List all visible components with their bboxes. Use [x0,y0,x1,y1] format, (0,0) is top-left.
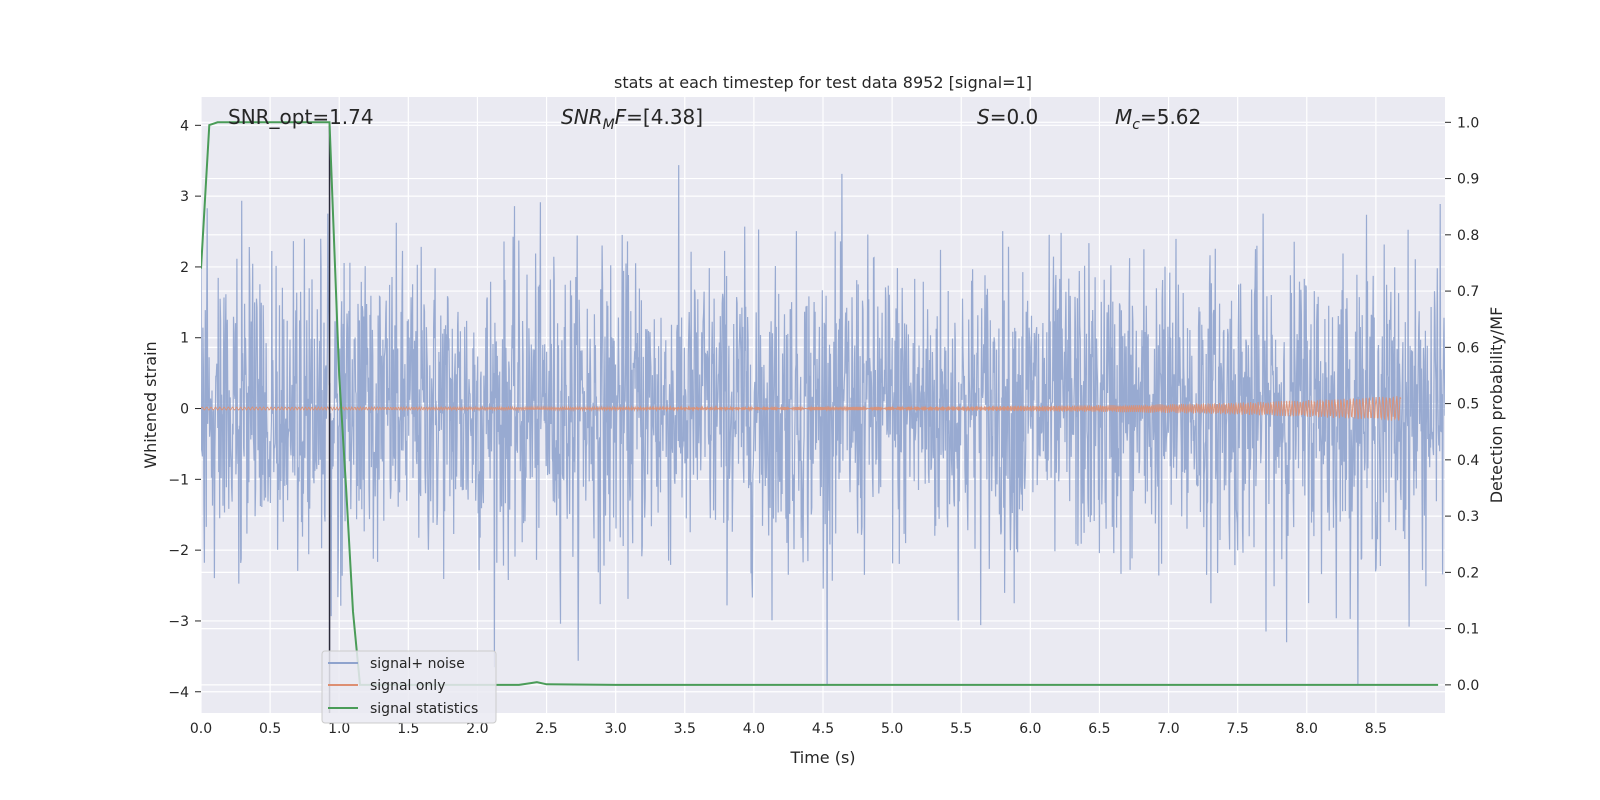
y-right-tick-label: 0.8 [1457,228,1479,244]
y-tick-label: 1 [180,331,189,347]
y-right-axis-label: Detection probability/MF [1487,307,1506,504]
y-right-tick-label: 0.3 [1457,509,1479,525]
series-signal-only-line [201,395,1402,421]
y-right-axis-ticks: 1.0 0.9 0.8 0.7 0.6 0.5 0.4 0.3 0.2 0.1 0.0 [1445,115,1479,694]
x-tick-label: 4.5 [812,721,834,737]
x-tick-label: 8.5 [1365,721,1387,737]
annotation-snr-mf-sub: M [603,117,615,133]
annotation-snr-opt: SNR_opt=1.74 [228,105,374,129]
y-right-tick-label: 0.6 [1457,340,1479,356]
legend: signal+ noise signal only signal statist… [321,650,497,724]
annotation-mc-rest: =5.62 [1140,105,1201,129]
annotation-s: S=0.0 [977,105,1038,129]
y-tick-label: 4 [180,118,189,134]
y-right-tick-label: 0.2 [1457,565,1479,581]
y-right-tick-label: 0.9 [1457,172,1479,188]
x-tick-label: 0.0 [190,721,212,737]
annotation-s-rest: =0.0 [990,105,1039,129]
annotation-mc-main: M [1115,105,1132,129]
x-tick-label: 7.0 [1157,721,1179,737]
x-tick-label: 7.5 [1227,721,1249,737]
x-tick-label: 8.0 [1296,721,1318,737]
annotation-mc-sub: c [1132,117,1140,133]
legend-label-signal-only: signal only [370,678,445,694]
legend-label-signal-noise: signal+ noise [370,656,465,672]
y-right-tick-label: 0.5 [1457,397,1479,413]
x-tick-label: 1.5 [397,721,419,737]
legend-label-signal-statistics: signal statistics [370,701,478,717]
y-right-tick-label: 0.1 [1457,622,1479,638]
x-tick-label: 2.5 [535,721,557,737]
x-tick-label: 5.0 [881,721,903,737]
y-right-tick-label: 0.7 [1457,284,1479,300]
annotation-snr-mf-rest-italic: F [615,105,627,129]
y-tick-label: −4 [168,685,189,701]
x-axis-ticks: 0.0 0.5 1.0 1.5 2.0 2.5 3.0 3.5 4.0 4.5 5.0 5.5 6.0 6… [190,721,1387,737]
y-right-tick-label: 0.4 [1457,453,1479,469]
x-tick-label: 6.5 [1088,721,1110,737]
annotation-snr-mf: SNRMF=[4.38] [561,105,703,133]
annotation-s-main: S [977,105,990,129]
annotation-mc: Mc=5.62 [1115,105,1201,133]
legend-box [321,650,497,724]
x-axis-label: Time (s) [789,748,855,767]
x-tick-label: 1.0 [328,721,350,737]
y-tick-label: 2 [180,260,189,276]
chart-title: stats at each timestep for test data 895… [614,73,1032,92]
y-right-tick-label: 0.0 [1457,678,1479,694]
x-tick-label: 0.5 [259,721,281,737]
x-tick-label: 6.0 [1019,721,1041,737]
series-signal-noise-line [201,165,1445,685]
y-axis-label: Whitened strain [141,341,160,468]
y-tick-label: −2 [168,543,189,559]
x-tick-label: 3.5 [674,721,696,737]
y-tick-label: −3 [168,614,189,630]
y-axis-ticks: 4 3 2 1 0 −1 −2 −3 −4 [168,118,201,701]
annotation-snr-mf-main: SNR [561,105,603,129]
y-right-tick-label: 1.0 [1457,115,1479,131]
x-tick-label: 4.0 [743,721,765,737]
y-tick-label: 0 [180,402,189,418]
annotation-snr-mf-rest: =[4.38] [626,105,703,129]
x-tick-label: 3.0 [605,721,627,737]
y-tick-label: 3 [180,189,189,205]
x-tick-label: 2.0 [466,721,488,737]
y-tick-label: −1 [168,472,189,488]
x-tick-label: 5.5 [950,721,972,737]
